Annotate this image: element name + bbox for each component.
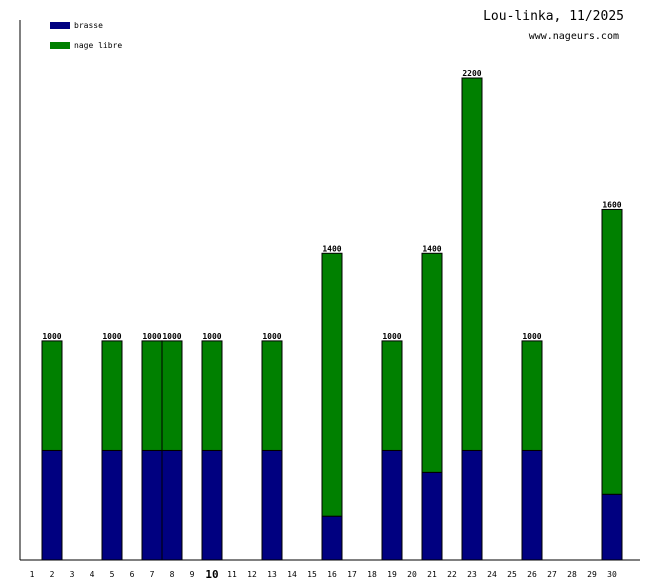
bar-brasse-day-10 <box>201 449 223 561</box>
x-tick-label-15: 15 <box>307 570 317 579</box>
x-tick-label-18: 18 <box>367 570 377 579</box>
x-tick-label-22: 22 <box>447 570 457 579</box>
legend-label-brasse: brasse <box>74 20 103 30</box>
x-tick-label-6: 6 <box>130 570 135 579</box>
legend-item-nage-libre: nage libre <box>50 35 122 55</box>
chart-title: Lou-linka, 11/2025 <box>483 9 624 24</box>
bar-nage-libre-day-13 <box>261 340 283 451</box>
x-tick-label-13: 13 <box>267 570 277 579</box>
data-label-day-7: 1000 <box>142 332 161 341</box>
data-label-day-2: 1000 <box>42 332 61 341</box>
x-tick-label-3: 3 <box>70 570 75 579</box>
bar-brasse-day-5 <box>101 449 123 561</box>
data-label-day-10: 1000 <box>202 332 221 341</box>
bar-brasse-day-30 <box>601 493 623 561</box>
bar-nage-libre-day-30 <box>601 208 623 495</box>
x-tick-label-27: 27 <box>547 570 557 579</box>
data-label-day-16: 1400 <box>322 244 341 253</box>
legend-label-nage-libre: nage libre <box>74 40 123 50</box>
x-tick-label-17: 17 <box>347 570 357 579</box>
x-tick-label-29: 29 <box>587 570 597 579</box>
legend-swatch-nage-libre <box>50 41 70 49</box>
x-tick-label-21: 21 <box>427 570 437 579</box>
bar-brasse-day-2 <box>41 449 63 561</box>
bar-brasse-day-26 <box>521 449 543 561</box>
data-label-day-21: 1400 <box>422 244 441 253</box>
x-tick-label-23: 23 <box>467 570 477 579</box>
bar-nage-libre-day-16 <box>321 252 343 517</box>
x-tick-label-4: 4 <box>90 570 95 579</box>
x-tick-label-5: 5 <box>110 570 115 579</box>
bar-brasse-day-23 <box>461 449 483 561</box>
legend-swatch-brasse <box>50 21 70 29</box>
bar-nage-libre-day-21 <box>421 252 443 473</box>
x-tick-label-16: 16 <box>327 570 337 579</box>
x-tick-label-25: 25 <box>507 570 517 579</box>
data-label-day-13: 1000 <box>262 332 281 341</box>
bar-brasse-day-19 <box>381 449 403 561</box>
legend: brasse nage libre <box>50 15 122 55</box>
legend-item-brasse: brasse <box>50 15 122 35</box>
x-tick-label-19: 19 <box>387 570 397 579</box>
bar-brasse-day-8 <box>161 449 183 561</box>
x-tick-label-12: 12 <box>247 570 257 579</box>
bar-brasse-day-21 <box>421 471 443 561</box>
x-tick-label-14: 14 <box>287 570 297 579</box>
bar-nage-libre-day-2 <box>41 340 63 451</box>
data-label-day-8: 1000 <box>162 332 181 341</box>
x-tick-label-11: 11 <box>227 570 237 579</box>
bar-nage-libre-day-7 <box>141 340 163 451</box>
bar-nage-libre-day-8 <box>161 340 183 451</box>
data-label-day-23: 2200 <box>462 69 481 78</box>
bar-nage-libre-day-5 <box>101 340 123 451</box>
x-tick-label-24: 24 <box>487 570 497 579</box>
chart-subtitle: www.nageurs.com <box>528 31 619 42</box>
bar-nage-libre-day-10 <box>201 340 223 451</box>
x-tick-label-10: 10 <box>205 568 218 580</box>
bar-nage-libre-day-26 <box>521 340 543 451</box>
bar-brasse-day-7 <box>141 449 163 561</box>
x-tick-label-9: 9 <box>190 570 195 579</box>
x-tick-label-7: 7 <box>150 570 155 579</box>
bar-brasse-day-13 <box>261 449 283 561</box>
data-label-day-5: 1000 <box>102 332 121 341</box>
x-tick-label-30: 30 <box>607 570 617 579</box>
x-tick-label-26: 26 <box>527 570 537 579</box>
bar-nage-libre-day-23 <box>461 77 483 451</box>
x-tick-label-2: 2 <box>50 570 55 579</box>
x-tick-labels: 1 2 3 4 5 6 7 8 9 10 11 12 13 14 15 16 17 18 19 20 21 22 23 24 2… <box>30 568 617 580</box>
data-label-day-30: 1600 <box>602 200 621 209</box>
data-label-day-19: 1000 <box>382 332 401 341</box>
bar-brasse-day-16 <box>321 515 343 561</box>
data-label-day-26: 1000 <box>522 332 541 341</box>
x-tick-label-1: 1 <box>30 570 35 579</box>
x-tick-label-28: 28 <box>567 570 577 579</box>
x-tick-label-20: 20 <box>407 570 417 579</box>
bars-group: 1000 1000 1000 1000 1000 10001400100014002200… <box>41 69 623 561</box>
bar-nage-libre-day-19 <box>381 340 403 451</box>
x-tick-label-8: 8 <box>170 570 175 579</box>
